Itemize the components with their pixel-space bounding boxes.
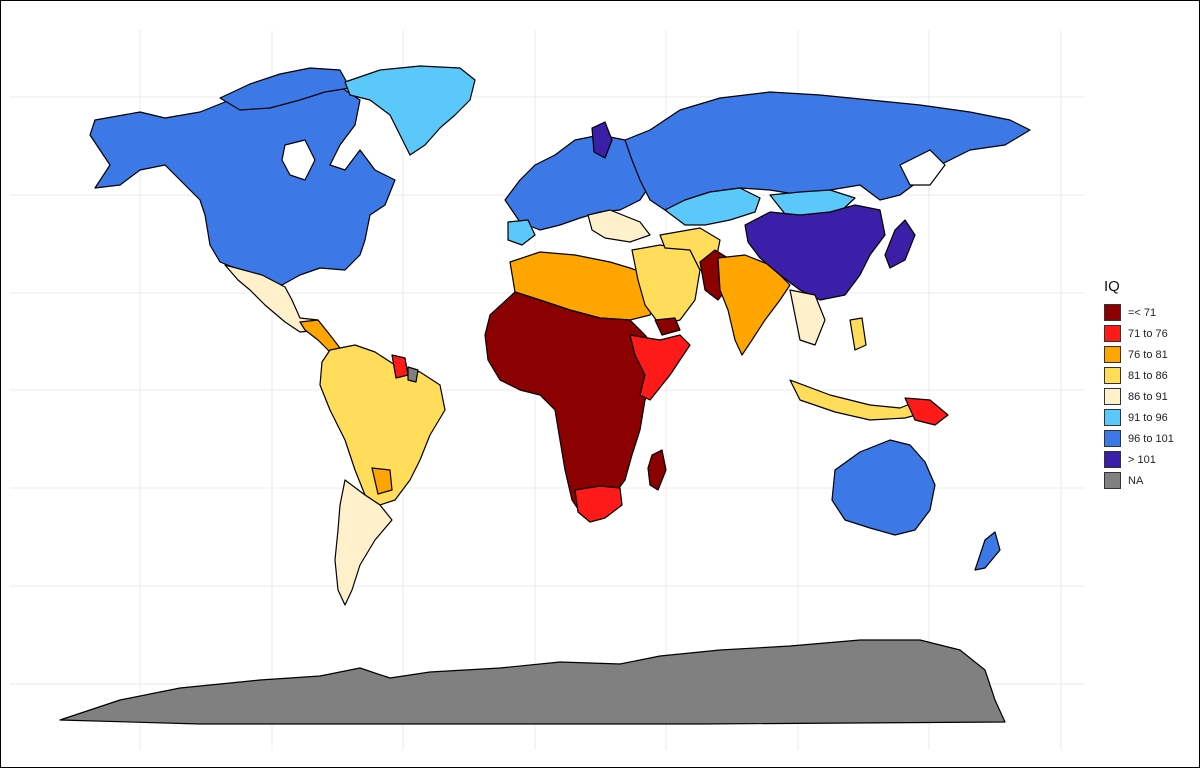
region-finland	[591, 121, 613, 159]
map-legend: IQ =< 71 71 to 76 76 to 81 81 to 86 86 to 91…	[1104, 278, 1184, 491]
region-greenland	[344, 65, 476, 156]
legend-title: IQ	[1104, 278, 1120, 295]
region-southern-africa	[574, 485, 623, 523]
region-australia	[831, 439, 936, 536]
legend-item: 86 to 91	[1104, 386, 1184, 407]
legend-label: 71 to 76	[1128, 327, 1168, 340]
region-philippines	[849, 317, 867, 351]
region-southeast-asia	[789, 289, 826, 346]
legend-label: 76 to 81	[1128, 348, 1168, 361]
hudson-bay	[281, 139, 316, 181]
region-southern-cone	[334, 479, 393, 606]
legend-label: NA	[1128, 474, 1144, 487]
legend-swatch	[1104, 325, 1121, 342]
region-china	[744, 204, 886, 301]
region-japan	[884, 219, 916, 269]
legend-item: =< 71	[1104, 302, 1184, 323]
region-iberia	[507, 219, 536, 246]
region-sub-saharan-africa	[484, 291, 661, 516]
legend-swatch	[1104, 346, 1121, 363]
region-north-america	[89, 79, 396, 286]
region-antarctica	[59, 639, 1006, 725]
legend-label: 96 to 101	[1128, 432, 1174, 445]
legend-item: 81 to 86	[1104, 365, 1184, 386]
legend-label: > 101	[1128, 453, 1156, 466]
region-paraguay	[371, 467, 393, 495]
legend-item: > 101	[1104, 449, 1184, 470]
legend-swatch	[1104, 472, 1121, 489]
region-new-zealand	[974, 531, 1001, 571]
legend-item: 96 to 101	[1104, 428, 1184, 449]
legend-item: 71 to 76	[1104, 323, 1184, 344]
region-central-america	[299, 319, 341, 353]
legend-item: 91 to 96	[1104, 407, 1184, 428]
legend-swatch	[1104, 388, 1121, 405]
legend-swatch	[1104, 367, 1121, 384]
legend-label: =< 71	[1128, 306, 1157, 319]
legend-swatch	[1104, 409, 1121, 426]
legend-swatch	[1104, 430, 1121, 447]
region-papua-new-guinea	[904, 397, 949, 426]
region-french-guiana	[407, 366, 419, 383]
region-balkans-turkey	[587, 209, 651, 243]
legend-swatch	[1104, 304, 1121, 321]
sea-of-okhotsk	[899, 149, 946, 186]
region-central-asia	[664, 187, 761, 226]
region-horn-of-africa	[629, 334, 691, 401]
legend-label: 86 to 91	[1128, 390, 1168, 403]
land-masses	[59, 65, 1031, 725]
legend-items: =< 71 71 to 76 76 to 81 81 to 86 86 to 91 91 …	[1104, 302, 1184, 491]
legend-item: 76 to 81	[1104, 344, 1184, 365]
legend-label: 81 to 86	[1128, 369, 1168, 382]
legend-swatch	[1104, 451, 1121, 468]
legend-item: NA	[1104, 470, 1184, 491]
legend-label: 91 to 96	[1128, 411, 1168, 424]
region-madagascar	[647, 449, 667, 491]
region-yemen	[654, 317, 681, 336]
